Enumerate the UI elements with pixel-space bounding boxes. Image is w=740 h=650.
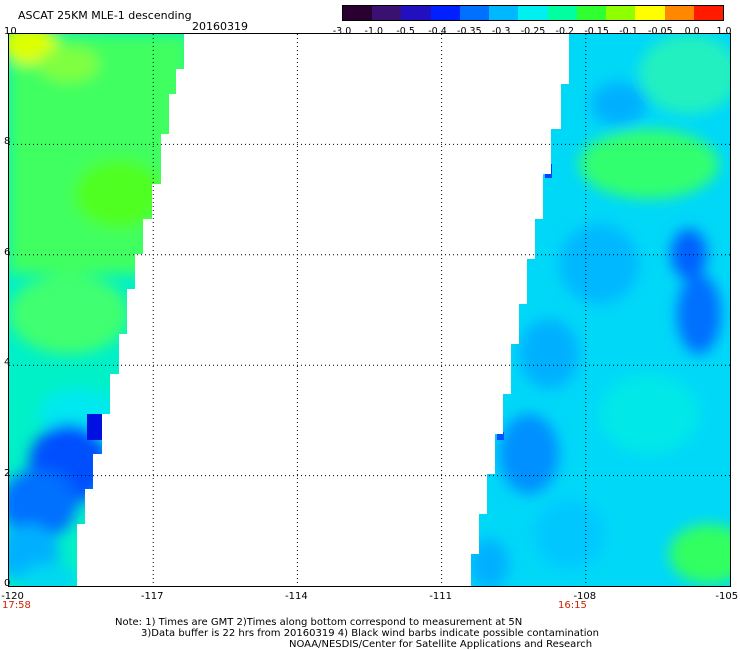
x-tick-label: -108 bbox=[573, 591, 597, 602]
y-tick-label: 0 bbox=[4, 578, 11, 589]
map-plot-area bbox=[8, 33, 731, 587]
time-label-left: 17:58 bbox=[2, 600, 31, 611]
color-scale-swatch bbox=[635, 6, 665, 20]
y-tick-label: 2 bbox=[4, 467, 11, 479]
color-scale-swatch bbox=[606, 6, 636, 20]
x-tick-label: -111 bbox=[429, 591, 452, 602]
y-tick-label: 8 bbox=[4, 136, 11, 148]
color-scale-swatch bbox=[518, 6, 548, 20]
color-scale-label: -0.4 bbox=[428, 26, 447, 37]
color-scale-label: -0.25 bbox=[520, 26, 546, 37]
color-scale-label: -0.3 bbox=[491, 26, 511, 37]
x-tick-label: -120 bbox=[1, 591, 24, 602]
color-scale-swatch bbox=[547, 6, 577, 20]
x-tick-label: -114 bbox=[285, 591, 308, 602]
color-scale-labels: -3.0 -1.0 -0.5 -0.4 -0.35 -0.3 -0.25 -0.2 -0.15-… bbox=[330, 26, 740, 38]
color-scale-swatch bbox=[489, 6, 519, 20]
color-scale-label: -1.0 bbox=[364, 26, 384, 37]
color-scale-label: -0.05 bbox=[648, 26, 673, 37]
color-scale-bar bbox=[342, 5, 724, 21]
color-scale-label: -0.5 bbox=[396, 26, 415, 37]
color-scale-swatch bbox=[693, 6, 724, 20]
color-scale-label: -3.0 bbox=[332, 26, 352, 37]
y-tick-label: 6 bbox=[4, 246, 11, 258]
color-scale-label: -0.15 bbox=[584, 26, 609, 37]
color-scale-label: 0.0 bbox=[684, 26, 700, 37]
y-tick-label: 10 bbox=[4, 26, 17, 37]
x-tick-label: -105 bbox=[715, 591, 739, 602]
wind-swath-map bbox=[9, 34, 730, 586]
left-swath bbox=[9, 34, 184, 586]
x-tick-label: -117 bbox=[140, 591, 164, 602]
color-scale-swatch bbox=[430, 6, 460, 20]
color-scale-swatch bbox=[372, 6, 402, 20]
color-scale-label: 1.0 bbox=[716, 26, 732, 37]
y-tick-label: 4 bbox=[4, 357, 11, 369]
note-line-2: 3)Data buffer is 22 hrs from 20160319 4)… bbox=[141, 628, 599, 639]
time-label-right: 16:15 bbox=[558, 600, 587, 611]
color-scale-label: -0.35 bbox=[457, 26, 482, 37]
color-scale-swatch bbox=[576, 6, 607, 20]
color-scale-label: -0.1 bbox=[619, 26, 638, 37]
note-line-1: Note: 1) Times are GMT 2)Times along bot… bbox=[115, 617, 523, 628]
map-grid bbox=[9, 34, 730, 586]
color-scale-swatch bbox=[343, 6, 373, 20]
color-scale-label: -0.2 bbox=[555, 26, 575, 37]
color-scale-swatch bbox=[459, 6, 490, 20]
map-date: 20160319 bbox=[192, 20, 248, 33]
note-line-3: NOAA/NESDIS/Center for Satellite Applica… bbox=[289, 639, 593, 650]
color-scale-swatch bbox=[664, 6, 694, 20]
color-scale-swatch bbox=[401, 6, 431, 20]
right-swath bbox=[471, 34, 730, 586]
map-title: ASCAT 25KM MLE-1 descending bbox=[18, 9, 192, 22]
